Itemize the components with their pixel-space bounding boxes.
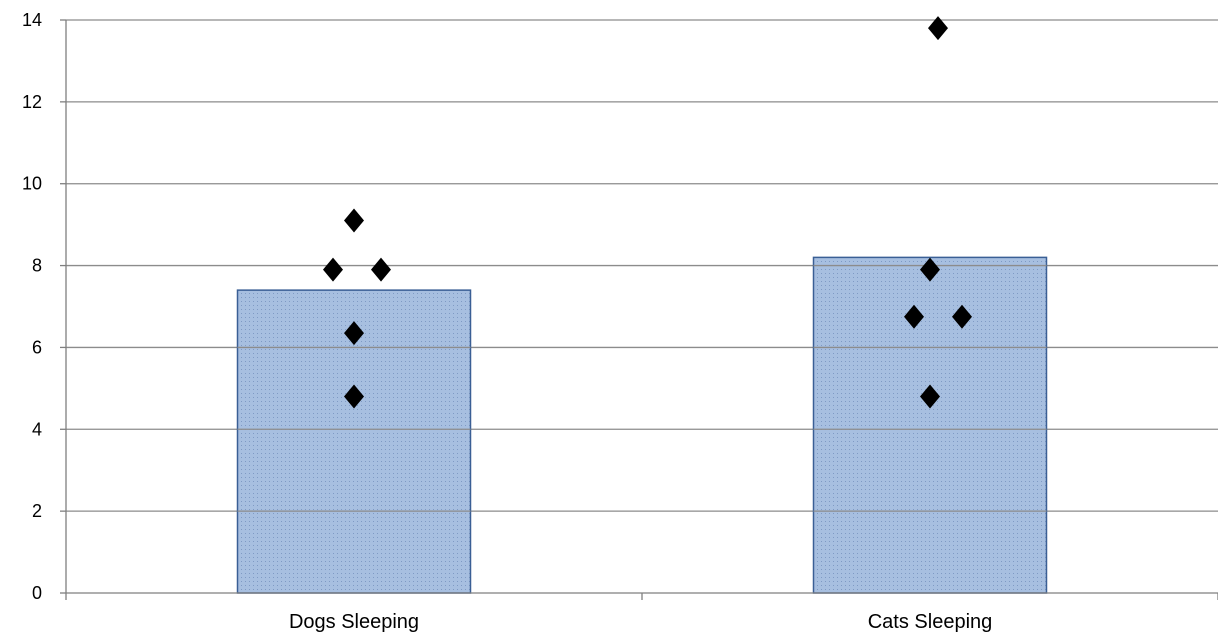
x-category-label: Dogs Sleeping bbox=[289, 611, 419, 633]
x-category-label: Cats Sleeping bbox=[868, 611, 993, 633]
data-point-marker bbox=[952, 304, 972, 329]
data-point-marker bbox=[323, 257, 343, 282]
data-point-marker bbox=[344, 321, 364, 346]
data-point-marker bbox=[928, 16, 948, 41]
data-point-marker bbox=[344, 208, 364, 233]
y-tick-label: 14 bbox=[22, 10, 42, 30]
axis-labels: 0 2 4 6 8 10 12 14 Dogs Sleeping Cats Sleeping bbox=[22, 10, 992, 633]
y-tick-label: 8 bbox=[32, 256, 42, 276]
y-tick-label: 10 bbox=[22, 174, 42, 194]
y-tick-label: 6 bbox=[32, 337, 42, 357]
bar bbox=[812, 256, 1048, 594]
data-point-marker bbox=[920, 257, 940, 282]
y-tick-label: 2 bbox=[32, 501, 42, 521]
y-tick-label: 0 bbox=[32, 583, 42, 603]
data-point-marker bbox=[371, 257, 391, 282]
data-point-marker bbox=[920, 384, 940, 409]
data-point-marker bbox=[344, 384, 364, 409]
data-point-marker bbox=[904, 304, 924, 329]
y-tick-label: 12 bbox=[22, 92, 42, 112]
bars bbox=[236, 256, 1048, 594]
axes bbox=[60, 19, 1218, 600]
data-points bbox=[323, 16, 972, 409]
y-tick-label: 4 bbox=[32, 419, 42, 439]
